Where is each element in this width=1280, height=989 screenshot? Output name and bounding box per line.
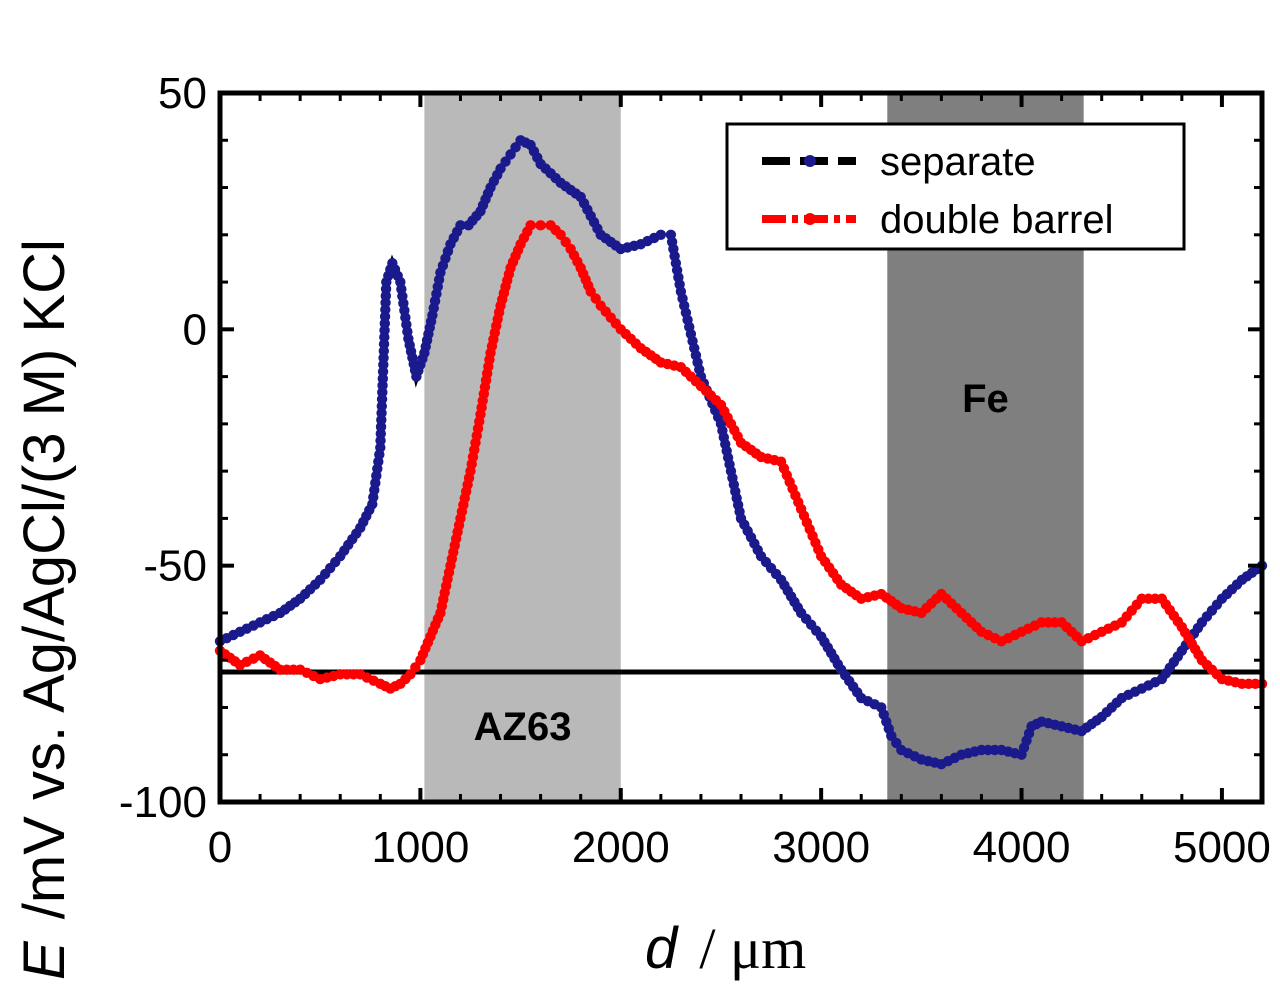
- legend-swatch-marker: [804, 155, 816, 167]
- legend-box: [725, 122, 1186, 251]
- legend-label: separate: [880, 140, 1036, 184]
- series-double-barrel: [214, 220, 1268, 694]
- y-tick-label: -100: [119, 778, 207, 827]
- x-tick-label: 3000: [772, 823, 870, 872]
- x-axis-variable: d: [645, 916, 679, 981]
- y-axis-title: E /mV vs. Ag/AgCl/(3 M) KCl: [12, 239, 77, 980]
- x-tick-label: 0: [208, 823, 232, 872]
- axis-ticks: [218, 91, 1264, 804]
- x-axis-title: d / μm: [645, 916, 806, 981]
- legend: separate double barrel: [725, 122, 1186, 251]
- series-separate: [214, 135, 1268, 770]
- data-point-separate: [455, 220, 466, 231]
- region-az63: [424, 93, 621, 802]
- y-tick-label: 0: [183, 305, 207, 354]
- y-tick-label: 50: [158, 69, 207, 118]
- y-axis-variable: E: [12, 940, 77, 980]
- x-tick-label: 4000: [973, 823, 1071, 872]
- legend-label: double barrel: [880, 198, 1114, 242]
- x-tick-label: 2000: [572, 823, 670, 872]
- data-point-separate: [655, 229, 667, 240]
- data-point-double-barrel: [535, 220, 546, 231]
- data-point-double-barrel: [525, 220, 536, 231]
- x-axis-unit: / μm: [699, 916, 806, 981]
- tick-labels: 0 1000 2000 3000 4000 5000 50 0 -50 -100: [119, 69, 1271, 872]
- y-tick-label: -50: [143, 542, 207, 591]
- legend-swatch-marker: [804, 213, 816, 225]
- x-tick-label: 1000: [371, 823, 469, 872]
- legend-entry-double-barrel: double barrel: [762, 198, 1114, 242]
- legend-entry-separate: separate: [762, 140, 1036, 184]
- region-label-fe: Fe: [962, 377, 1009, 421]
- series-layer: [214, 135, 1268, 770]
- region-labels: AZ63 Fe: [474, 377, 1009, 749]
- y-axis-unit: /mV vs. Ag/AgCl/(3 M) KCl: [12, 239, 77, 919]
- x-tick-label: 5000: [1173, 823, 1271, 872]
- region-label-az63: AZ63: [474, 705, 572, 749]
